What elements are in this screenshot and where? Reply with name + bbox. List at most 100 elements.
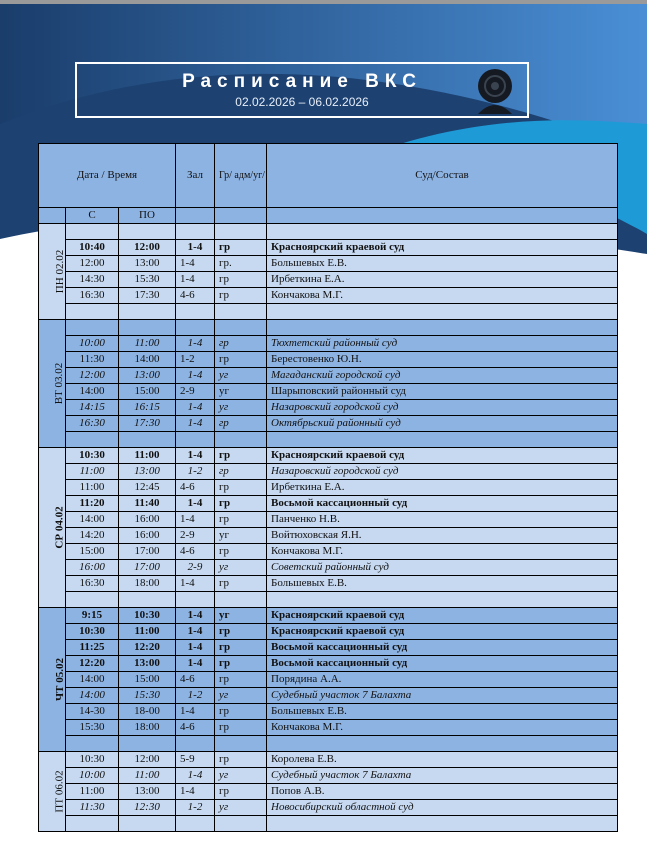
empty-cell	[175, 431, 215, 448]
hall-cell: 4-6	[175, 671, 215, 688]
table-row[interactable]: 14:00 15:00 4-6 гр Порядина А.А.	[39, 671, 618, 688]
table-row[interactable]: 15:30 18:00 4-6 гр Кончакова М.Г.	[39, 719, 618, 736]
end-time-cell: 15:00	[118, 383, 176, 400]
case-type-cell: гр	[214, 575, 267, 592]
empty-cell	[175, 319, 215, 336]
table-row[interactable]: 14:20 16:00 2-9 уг Войтюховская Я.Н.	[39, 527, 618, 544]
table-row[interactable]: 14:15 16:15 1-4 уг Назаровский городской суд	[39, 399, 618, 416]
court-cell: Красноярский краевой суд	[266, 447, 618, 464]
table-row[interactable]: 14:30 15:30 1-4 гр Ирбеткина Е.А.	[39, 271, 618, 288]
hall-cell: 1-4	[175, 703, 215, 720]
hall-cell: 4-6	[175, 543, 215, 560]
end-time-cell: 15:30	[118, 271, 176, 288]
table-row[interactable]: 11:00 13:00 1-2 гр Назаровский городской суд	[39, 463, 618, 480]
court-cell: Войтюховская Я.Н.	[266, 527, 618, 544]
court-cell: Берестовенко Ю.Н.	[266, 351, 618, 368]
table-row[interactable]: 16:00 17:00 2-9 уг Советский районный суд	[39, 559, 618, 576]
court-cell: Кончакова М.Г.	[266, 543, 618, 560]
hall-cell: 4-6	[175, 287, 215, 304]
table-row[interactable]: 11:00 13:00 1-4 гр Попов А.В.	[39, 783, 618, 800]
hall-cell: 1-4	[175, 367, 215, 384]
end-time-cell: 13:00	[118, 655, 176, 672]
case-type-cell: уг	[214, 527, 267, 544]
table-row[interactable]: 10:00 11:00 1-4 уг Судебный участок 7 Балахт…	[39, 767, 618, 784]
table-row[interactable]: 12:00 13:00 1-4 гр. Большевых Е.В.	[39, 255, 618, 272]
court-cell: Большевых Е.В.	[266, 255, 618, 272]
schedule-table: Дата / Время Зал Гр/ адм/уг/ мат Суд/Сос…	[38, 143, 618, 832]
table-row[interactable]: 16:30 17:30 4-6 гр Кончакова М.Г.	[39, 287, 618, 304]
table-row[interactable]: ПТ 06.02 10:30 12:00 5-9 гр Королева Е.В.	[38, 751, 618, 832]
table-row[interactable]: 10:40 12:00 1-4 гр Красноярский краевой суд	[39, 239, 618, 256]
day-label-cell: ВТ 03.02	[38, 319, 66, 448]
case-type-cell: уг	[214, 687, 267, 704]
table-row[interactable]: 12:00 13:00 1-4 уг Магаданский городской суд	[39, 367, 618, 384]
table-row[interactable]: СР 04.02 10:30 11:00 1-4 гр Красноярский крае…	[38, 447, 618, 608]
empty-cell	[175, 735, 215, 752]
webcam-icon	[478, 69, 512, 114]
start-time-cell: 16:30	[65, 575, 119, 592]
hall-cell: 1-4	[175, 255, 215, 272]
hall-cell: 1-2	[175, 687, 215, 704]
empty-cell	[65, 319, 119, 336]
start-time-cell: 10:00	[65, 335, 119, 352]
blank-row: ПН 02.02	[38, 223, 618, 320]
end-time-cell: 11:00	[118, 623, 176, 640]
table-row[interactable]: 11:30 14:00 1-2 гр Берестовенко Ю.Н.	[39, 351, 618, 368]
table-row[interactable]: 14-30 18-00 1-4 гр Большевых Е.В.	[39, 703, 618, 720]
table-row[interactable]: 16:30 17:30 1-4 гр Октябрьский районный суд	[39, 415, 618, 432]
hall-cell: 1-2	[175, 799, 215, 816]
hall-cell: 1-4	[175, 623, 215, 640]
empty-cell	[118, 303, 176, 320]
case-type-cell: уг	[214, 767, 267, 784]
hall-cell: 5-9	[175, 751, 215, 768]
table-row[interactable]: 10:00 11:00 1-4 гр Тюхтетский районный суд	[39, 335, 618, 352]
end-time-cell: 13:00	[118, 367, 176, 384]
case-type-cell: гр	[214, 239, 267, 256]
table-row[interactable]: 12:20 13:00 1-4 гр Восьмой кассационный суд	[39, 655, 618, 672]
hall-cell: 1-4	[175, 639, 215, 656]
table-row[interactable]: 15:00 17:00 4-6 гр Кончакова М.Г.	[39, 543, 618, 560]
start-time-cell: 14-30	[65, 703, 119, 720]
table-row[interactable]: 10:30 11:00 1-4 гр Красноярский краевой суд	[39, 623, 618, 640]
table-row[interactable]: ЧТ 05.02 9:15 10:30 1-4 уг Красноярский краев…	[38, 607, 618, 752]
start-time-cell: 11:25	[65, 639, 119, 656]
case-type-cell: гр	[214, 463, 267, 480]
table-row[interactable]: 11:30 12:30 1-2 уг Новосибирский областной с…	[39, 799, 618, 816]
day-label: СР 04.02	[53, 506, 66, 549]
court-cell: Большевых Е.В.	[266, 575, 618, 592]
blank-row	[39, 431, 618, 448]
end-time-cell: 14:00	[118, 351, 176, 368]
empty-cell	[266, 223, 618, 240]
table-row[interactable]: 14:00 15:00 2-9 уг Шарыповский районный суд	[39, 383, 618, 400]
start-time-cell: 10:00	[65, 767, 119, 784]
hall-cell: 1-4	[175, 335, 215, 352]
start-time-cell: 14:20	[65, 527, 119, 544]
hall-cell: 1-4	[175, 271, 215, 288]
column-header-hall: Зал	[175, 143, 215, 208]
empty-cell	[175, 591, 215, 608]
start-time-cell: 10:30	[65, 447, 119, 464]
column-header-datetime: Дата / Время	[38, 143, 176, 208]
hall-cell: 4-6	[175, 719, 215, 736]
court-cell: Красноярский краевой суд	[266, 623, 618, 640]
table-row[interactable]: 11:20 11:40 1-4 гр Восьмой кассационный суд	[39, 495, 618, 512]
empty-cell	[214, 735, 267, 752]
end-time-cell: 16:15	[118, 399, 176, 416]
table-row[interactable]: 11:00 12:45 4-6 гр Ирбеткина Е.А.	[39, 479, 618, 496]
table-row[interactable]: 14:00 15:30 1-2 уг Судебный участок 7 Балахт…	[39, 687, 618, 704]
case-type-cell: гр	[214, 543, 267, 560]
blank-row	[39, 591, 618, 608]
end-time-cell: 11:00	[118, 767, 176, 784]
table-row[interactable]: 14:00 16:00 1-4 гр Панченко Н.В.	[39, 511, 618, 528]
table-row[interactable]: 11:25 12:20 1-4 гр Восьмой кассационный суд	[39, 639, 618, 656]
table-row[interactable]: 16:30 18:00 1-4 гр Большевых Е.В.	[39, 575, 618, 592]
hall-cell: 1-2	[175, 351, 215, 368]
start-time-cell: 12:20	[65, 655, 119, 672]
empty-cell	[266, 815, 618, 832]
court-cell: Ирбеткина Е.А.	[266, 271, 618, 288]
court-cell: Шарыповский районный суд	[266, 383, 618, 400]
day-label: ВТ 03.02	[53, 362, 66, 405]
empty-cell	[266, 735, 618, 752]
case-type-cell: уг	[214, 559, 267, 576]
hall-cell: 1-4	[175, 399, 215, 416]
